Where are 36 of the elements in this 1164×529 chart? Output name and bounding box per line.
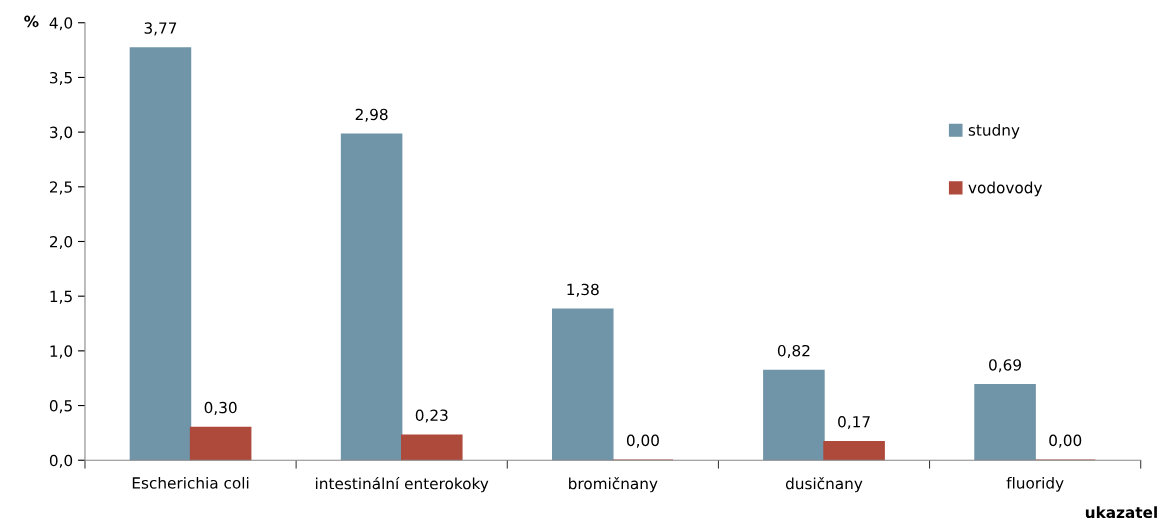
y-tick-label: 2,0 (49, 235, 73, 250)
x-tick-label: intestinální enterokoky (315, 476, 489, 493)
data-label: 0,82 (777, 344, 810, 359)
legend-label: studny (968, 123, 1020, 139)
y-tick-label: 1,0 (50, 345, 73, 359)
data-label: 0,69 (989, 359, 1021, 373)
data-label: 0,00 (1049, 434, 1082, 448)
x-tick-label: dusičnany (785, 476, 863, 493)
y-tick-label: 3,0 (50, 126, 73, 140)
data-label: 1,38 (567, 283, 599, 297)
y-tick-label: 1,5 (50, 290, 72, 304)
bar (129, 47, 192, 461)
data-label: 0,00 (626, 434, 659, 448)
y-tick-label: 0,5 (49, 400, 72, 414)
x-axis-title: ukazatel (1085, 506, 1157, 519)
bar (340, 133, 403, 461)
x-tick-label: Escherichia coli (132, 476, 249, 489)
y-tick-label: 0,0 (49, 454, 73, 468)
bar (401, 434, 463, 461)
bar (823, 440, 885, 461)
data-label: 0,23 (415, 409, 448, 423)
data-label: 0,17 (838, 416, 870, 430)
data-label: 3,77 (144, 22, 177, 36)
x-tick-label: bromičnany (569, 476, 658, 493)
x-tick-label: fluoridy (1006, 476, 1064, 492)
data-label: 2,98 (355, 108, 388, 122)
bar (189, 426, 252, 461)
y-tick-label: 4,0 (49, 17, 73, 31)
y-tick-label: 2,5 (49, 181, 72, 195)
y-axis-title: % (24, 15, 39, 28)
bar (551, 308, 614, 461)
legend-label: vodovody (968, 181, 1043, 197)
bar (763, 369, 825, 461)
bar (974, 384, 1036, 461)
y-tick-label: 3,5 (50, 71, 72, 86)
data-label: 0,30 (204, 401, 237, 415)
